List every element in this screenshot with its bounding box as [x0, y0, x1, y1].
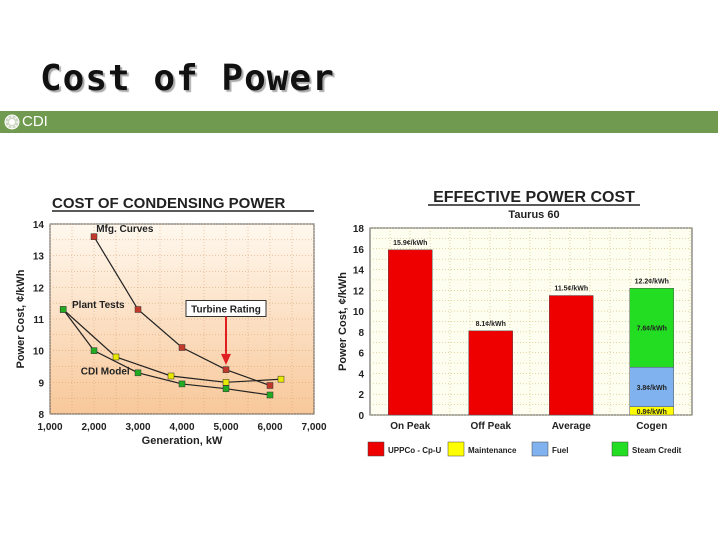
right-legend-swatch [611, 441, 629, 457]
right-y-tick-label: 0 [358, 411, 364, 422]
slide-title: Cost of Power [40, 58, 335, 99]
left-x-tick-label: 1,000 [37, 422, 62, 433]
right-bar-segment [388, 249, 433, 416]
left-chart-title: COST OF CONDENSING POWER [52, 195, 286, 212]
left-y-tick-label: 10 [33, 347, 45, 358]
section-band: CDI [0, 111, 718, 133]
right-legend-swatch [367, 441, 385, 457]
right-category-label: Off Peak [470, 421, 511, 432]
right-segment-label: 0.8¢/kWh [637, 409, 667, 416]
right-legend-label: UPPCo - Cp-U [388, 446, 442, 455]
left-y-tick-label: 14 [33, 220, 45, 231]
turbine-rating-arrowhead [221, 353, 231, 365]
left-data-point [134, 306, 142, 313]
cost-of-condensing-power-chart: COST OF CONDENSING POWER 1,000 2,000 3,000 4… [6, 178, 334, 450]
left-y-tick-label: 13 [33, 252, 45, 263]
right-y-tick-label: 18 [353, 224, 365, 235]
left-data-point [59, 306, 67, 313]
right-segment-label: 7.6¢/kWh [637, 326, 667, 333]
left-data-point [266, 382, 274, 389]
left-x-tick-label: 7,000 [301, 422, 326, 433]
left-y-tick-label: 8 [38, 410, 44, 421]
left-data-point [178, 344, 186, 351]
right-bar-total-label: 11.5¢/kWh [554, 286, 588, 293]
left-series-label: Plant Tests [72, 300, 125, 311]
right-y-axis-label: Power Cost, ¢/kWh [337, 272, 349, 371]
left-data-point [277, 375, 285, 383]
left-series-line [62, 309, 271, 396]
right-category-label: On Peak [390, 421, 430, 432]
right-bar-total-label: 15.9¢/kWh [393, 240, 427, 247]
right-bar-segment [629, 288, 674, 368]
right-segment-label: 3.8¢/kWh [637, 385, 667, 392]
right-y-tick-label: 12 [353, 286, 365, 297]
left-x-axis-label: Generation, kW [142, 435, 223, 447]
left-y-axis-label: Power Cost, ¢/kWh [15, 269, 27, 368]
left-data-point [134, 369, 142, 377]
left-x-tick-label: 5,000 [213, 422, 238, 433]
right-bar-total-label: 8.1¢/kWh [476, 321, 506, 328]
left-data-point [222, 379, 230, 386]
left-x-tick-label: 2,000 [81, 422, 106, 433]
right-legend-label: Steam Credit [632, 446, 682, 455]
right-legend-swatch [531, 441, 549, 457]
cdi-logo-icon [4, 114, 20, 130]
turbine-rating-label: Turbine Rating [191, 305, 261, 316]
left-series-label: Mfg. Curves [96, 224, 154, 235]
right-legend-swatch [447, 441, 465, 457]
left-x-tick-label: 6,000 [257, 422, 282, 433]
left-y-tick-label: 9 [38, 378, 44, 389]
right-bar-segment [468, 330, 513, 416]
left-x-tick-label: 4,000 [169, 422, 194, 433]
right-chart-title: EFFECTIVE POWER COST [433, 189, 635, 206]
left-data-point [90, 233, 98, 240]
right-y-tick-label: 8 [358, 328, 364, 339]
right-y-tick-label: 16 [353, 245, 365, 256]
left-data-point [112, 353, 120, 361]
left-data-point [222, 385, 230, 392]
right-category-label: Cogen [636, 421, 667, 432]
left-y-tick-label: 11 [33, 315, 44, 326]
right-y-tick-label: 2 [358, 390, 364, 401]
right-bar-segment [549, 295, 594, 416]
effective-power-cost-chart: EFFECTIVE POWER COST Taurus 60 0 2 4 6 8 10 12 14… [330, 178, 700, 468]
right-legend-label: Fuel [552, 446, 568, 455]
left-data-point [178, 380, 186, 388]
left-x-tick-label: 3,000 [125, 422, 150, 433]
left-data-point [222, 366, 230, 373]
band-label: CDI [22, 113, 48, 130]
right-category-label: Average [552, 421, 592, 432]
right-chart-subtitle: Taurus 60 [508, 209, 559, 221]
right-y-tick-label: 6 [358, 349, 364, 360]
right-y-tick-label: 4 [358, 369, 364, 380]
left-series-label: CDI Model [81, 366, 130, 377]
left-data-point [266, 391, 274, 399]
left-y-tick-label: 12 [33, 283, 45, 294]
right-y-tick-label: 14 [353, 266, 365, 277]
right-bar-segment [629, 366, 674, 407]
right-bar-total-label: 12.2¢/kWh [635, 278, 669, 285]
left-data-point [90, 347, 98, 354]
left-data-point [167, 372, 175, 380]
right-legend-label: Maintenance [468, 446, 517, 455]
right-y-tick-label: 10 [353, 307, 365, 318]
